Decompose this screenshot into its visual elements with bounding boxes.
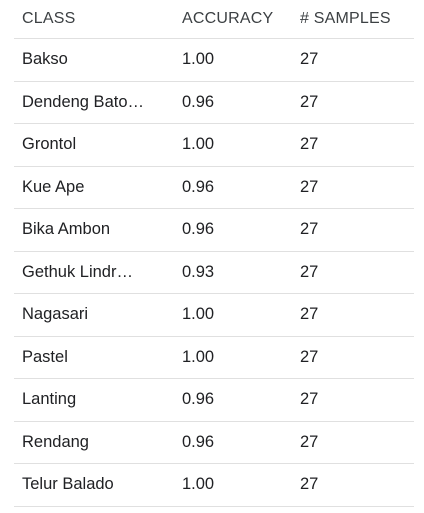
class-cell: Grontol xyxy=(22,135,77,154)
samples-cell: 27 xyxy=(300,390,319,409)
class-cell: Bika Ambon xyxy=(22,220,111,239)
table-row: Telur Balado 1.00 27 xyxy=(14,464,414,507)
table-row: Bika Ambon 0.96 27 xyxy=(14,209,414,252)
class-cell: Telur Balado xyxy=(22,475,114,494)
samples-cell: 27 xyxy=(300,305,319,324)
samples-cell: 27 xyxy=(300,347,319,366)
table-row: Pastel 1.00 27 xyxy=(14,337,414,379)
accuracy-cell: 1.00 xyxy=(182,347,215,366)
table-header-row: CLASS ACCURACY # SAMPLES xyxy=(14,0,414,39)
samples-cell: 27 xyxy=(300,135,319,154)
table-row: Rendang 0.96 27 xyxy=(14,422,414,464)
class-cell: Rendang xyxy=(22,432,89,451)
table-row: Kue Ape 0.96 27 xyxy=(14,167,414,209)
class-cell: Bakso xyxy=(22,50,68,69)
column-header-class: CLASS xyxy=(22,10,76,27)
accuracy-cell: 0.96 xyxy=(182,432,215,451)
table-row: Dendeng Bato… 0.96 27 xyxy=(14,82,414,124)
accuracy-cell: 1.00 xyxy=(182,50,215,69)
accuracy-cell: 1.00 xyxy=(182,475,215,494)
column-header-samples: # SAMPLES xyxy=(300,10,391,27)
accuracy-cell: 0.96 xyxy=(182,177,215,196)
accuracy-cell: 1.00 xyxy=(182,305,215,324)
class-cell: Dendeng Bato… xyxy=(22,92,145,111)
samples-cell: 27 xyxy=(300,475,319,494)
class-cell: Pastel xyxy=(22,347,68,366)
class-cell: Gethuk Lindr… xyxy=(22,262,133,281)
samples-cell: 27 xyxy=(300,432,319,451)
class-cell: Nagasari xyxy=(22,305,89,324)
table-row: Lanting 0.96 27 xyxy=(14,379,414,422)
samples-cell: 27 xyxy=(300,92,319,111)
accuracy-cell: 0.96 xyxy=(182,92,215,111)
accuracy-cell: 0.96 xyxy=(182,220,215,239)
table-row: Bakso 1.00 27 xyxy=(14,39,414,82)
samples-cell: 27 xyxy=(300,177,319,196)
table-row: Grontol 1.00 27 xyxy=(14,124,414,167)
accuracy-cell: 1.00 xyxy=(182,135,215,154)
samples-cell: 27 xyxy=(300,262,319,281)
class-cell: Lanting xyxy=(22,390,77,409)
class-cell: Kue Ape xyxy=(22,177,85,196)
classification-results-table: CLASS ACCURACY # SAMPLES Bakso 1.00 27 D… xyxy=(14,0,414,507)
table-row: Gethuk Lindr… 0.93 27 xyxy=(14,252,414,294)
table-row: Nagasari 1.00 27 xyxy=(14,294,414,337)
samples-cell: 27 xyxy=(300,50,319,69)
samples-cell: 27 xyxy=(300,220,319,239)
column-header-accuracy: ACCURACY xyxy=(182,10,274,27)
accuracy-cell: 0.93 xyxy=(182,262,215,281)
accuracy-cell: 0.96 xyxy=(182,390,215,409)
